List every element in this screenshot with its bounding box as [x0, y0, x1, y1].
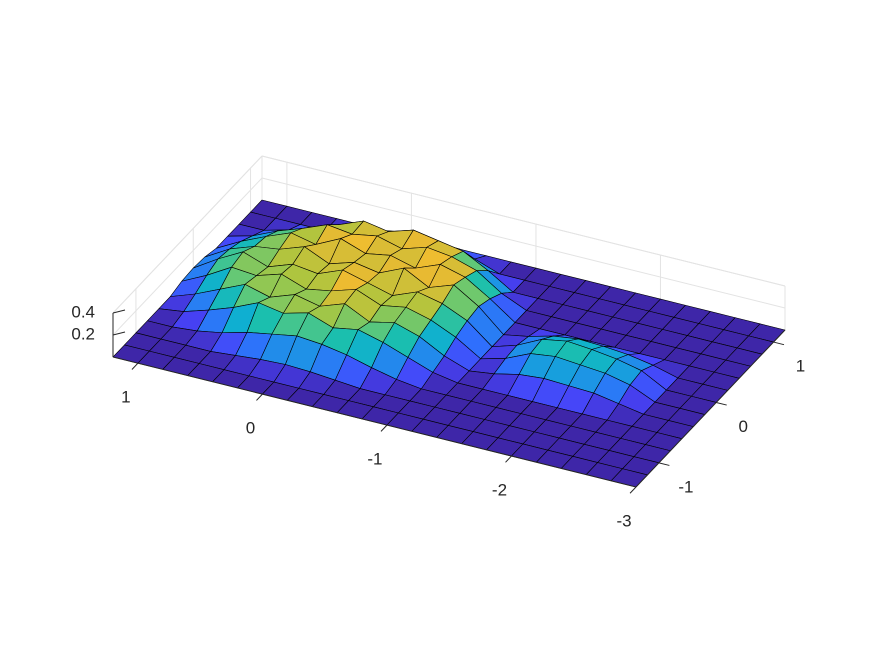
y-tick [658, 462, 670, 466]
z-tick [112, 331, 126, 336]
z-tick-label: 0.4 [71, 302, 95, 321]
y-axis [635, 329, 786, 488]
box-edge [112, 155, 263, 314]
y-tick-label: 1 [796, 357, 805, 376]
box-edge [261, 155, 786, 287]
y-tick-label: 0 [738, 417, 747, 436]
y-tick [773, 341, 785, 346]
y-tick-label: -1 [678, 477, 693, 496]
x-tick [505, 455, 512, 463]
grid-line [261, 177, 786, 309]
x-tick [380, 424, 388, 432]
grid-line [112, 177, 263, 336]
z-tick [112, 309, 126, 314]
x-tick-label: 0 [246, 419, 255, 438]
y-tick [716, 401, 727, 406]
x-axis [112, 356, 637, 488]
x-tick [629, 486, 637, 494]
x-tick-label: 1 [121, 388, 130, 407]
x-tick-label: -2 [492, 481, 507, 500]
x-tick-label: -1 [367, 450, 382, 469]
z-tick-label: 0.2 [71, 324, 95, 343]
x-tick [131, 362, 139, 370]
x-tick [256, 393, 263, 401]
x-tick-label: -3 [616, 511, 631, 530]
